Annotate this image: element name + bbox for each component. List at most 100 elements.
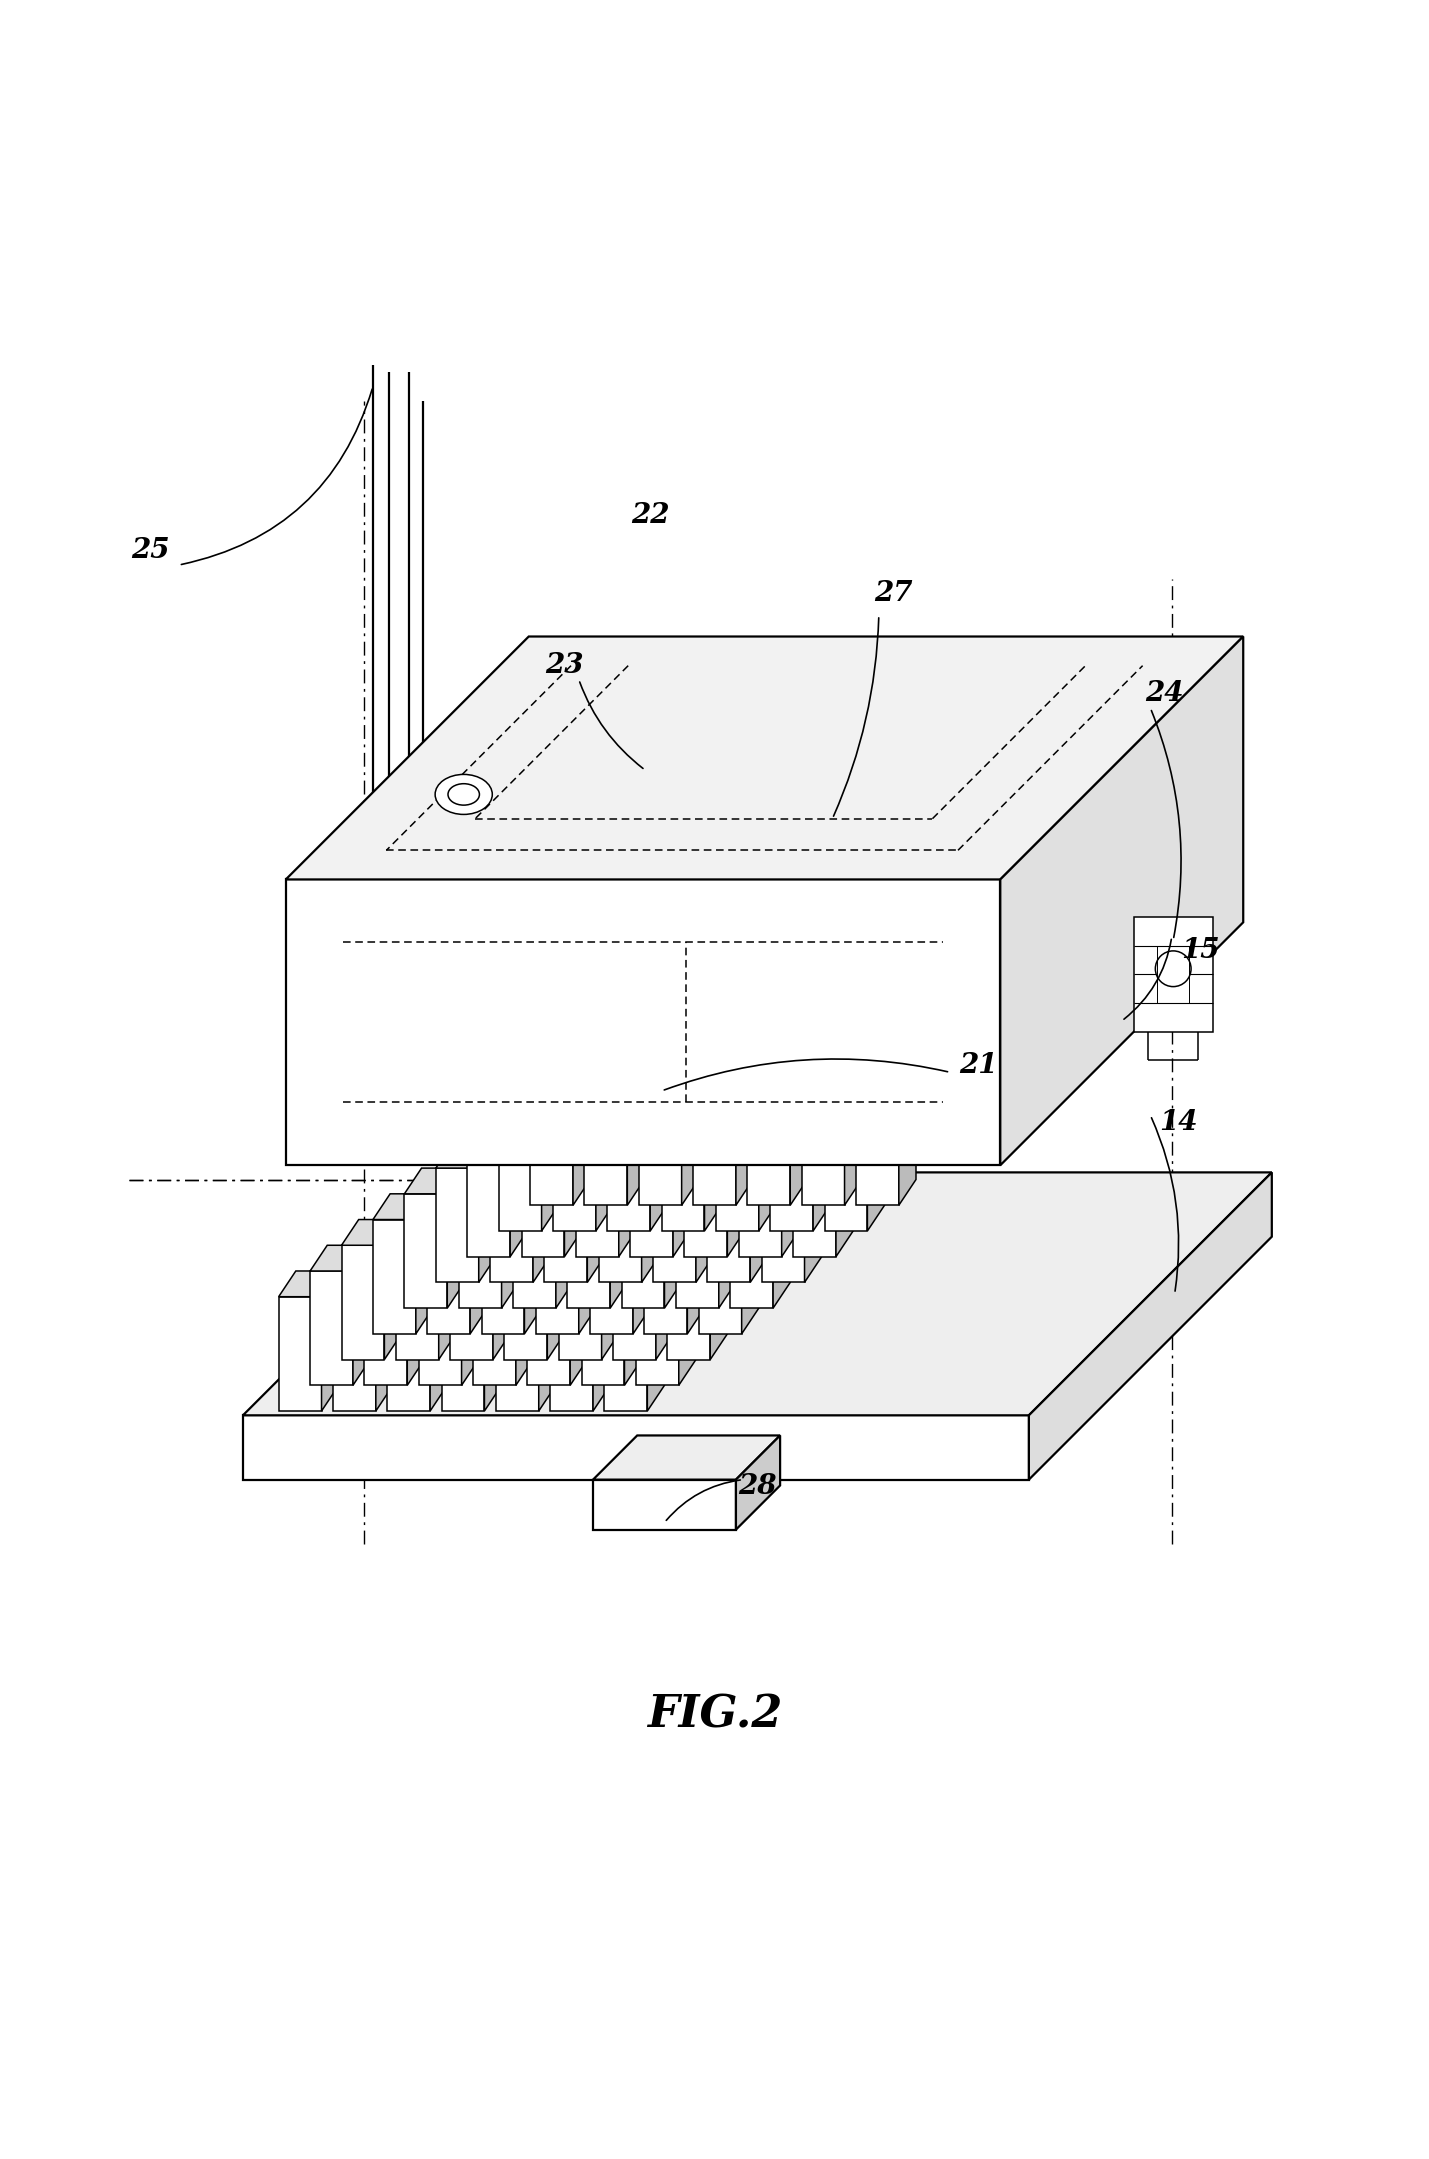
Polygon shape: [590, 1194, 650, 1220]
Polygon shape: [427, 1220, 470, 1334]
Polygon shape: [416, 1194, 433, 1334]
Polygon shape: [522, 1142, 564, 1257]
Polygon shape: [693, 1064, 753, 1090]
Polygon shape: [739, 1116, 799, 1142]
Polygon shape: [856, 1090, 899, 1205]
Polygon shape: [467, 1142, 510, 1257]
Polygon shape: [593, 1479, 736, 1529]
Polygon shape: [750, 1142, 767, 1282]
Polygon shape: [459, 1168, 519, 1194]
Polygon shape: [536, 1220, 579, 1334]
Polygon shape: [762, 1168, 805, 1282]
Polygon shape: [567, 1194, 610, 1308]
Polygon shape: [524, 1194, 542, 1334]
Polygon shape: [493, 1220, 510, 1360]
Text: 24: 24: [1146, 680, 1183, 708]
Polygon shape: [527, 1272, 570, 1386]
Polygon shape: [607, 1090, 667, 1116]
Polygon shape: [584, 1064, 644, 1090]
Polygon shape: [825, 1116, 867, 1231]
Polygon shape: [610, 1168, 627, 1308]
Polygon shape: [243, 1416, 1029, 1479]
Polygon shape: [716, 1090, 776, 1116]
Polygon shape: [693, 1090, 736, 1205]
Polygon shape: [899, 1064, 916, 1205]
Polygon shape: [556, 1168, 573, 1308]
Polygon shape: [644, 1194, 704, 1220]
Polygon shape: [473, 1272, 516, 1386]
Polygon shape: [773, 1168, 790, 1308]
Polygon shape: [622, 1168, 682, 1194]
Polygon shape: [530, 1064, 590, 1090]
Polygon shape: [793, 1116, 853, 1142]
Polygon shape: [667, 1220, 727, 1246]
Polygon shape: [482, 1220, 524, 1334]
Polygon shape: [770, 1090, 830, 1116]
Polygon shape: [653, 1142, 713, 1168]
Polygon shape: [636, 1272, 679, 1386]
Polygon shape: [499, 1090, 559, 1116]
Polygon shape: [553, 1116, 596, 1231]
Polygon shape: [559, 1220, 619, 1246]
Polygon shape: [707, 1142, 767, 1168]
Polygon shape: [407, 1246, 424, 1386]
Polygon shape: [436, 1168, 479, 1282]
Polygon shape: [496, 1272, 556, 1298]
Polygon shape: [564, 1116, 582, 1257]
Polygon shape: [736, 1436, 780, 1529]
Polygon shape: [333, 1272, 393, 1298]
Polygon shape: [662, 1116, 704, 1231]
Text: 14: 14: [1160, 1110, 1198, 1136]
Polygon shape: [699, 1220, 742, 1334]
Polygon shape: [719, 1168, 736, 1308]
Polygon shape: [522, 1116, 582, 1142]
Polygon shape: [845, 1064, 862, 1205]
Polygon shape: [782, 1116, 799, 1257]
Polygon shape: [599, 1142, 659, 1168]
Polygon shape: [342, 1246, 384, 1360]
Polygon shape: [613, 1220, 673, 1246]
Polygon shape: [856, 1064, 916, 1090]
Polygon shape: [373, 1194, 433, 1220]
Polygon shape: [1133, 918, 1212, 1032]
Polygon shape: [636, 1246, 696, 1272]
Polygon shape: [739, 1142, 782, 1257]
Polygon shape: [504, 1220, 564, 1246]
Polygon shape: [825, 1090, 885, 1116]
Polygon shape: [587, 1142, 604, 1282]
Text: 28: 28: [739, 1472, 776, 1501]
Polygon shape: [813, 1090, 830, 1231]
Polygon shape: [730, 1168, 790, 1194]
Polygon shape: [730, 1194, 773, 1308]
Polygon shape: [613, 1246, 656, 1360]
Polygon shape: [310, 1272, 353, 1386]
Polygon shape: [442, 1272, 502, 1298]
Polygon shape: [805, 1142, 822, 1282]
Polygon shape: [544, 1168, 587, 1282]
Polygon shape: [504, 1246, 547, 1360]
Polygon shape: [710, 1220, 727, 1360]
Polygon shape: [430, 1272, 447, 1412]
Text: 21: 21: [960, 1051, 997, 1080]
Polygon shape: [699, 1194, 759, 1220]
Polygon shape: [536, 1194, 596, 1220]
Polygon shape: [279, 1272, 339, 1298]
Polygon shape: [867, 1090, 885, 1231]
Polygon shape: [664, 1168, 682, 1308]
Polygon shape: [770, 1116, 813, 1231]
Polygon shape: [404, 1194, 447, 1308]
Polygon shape: [624, 1246, 642, 1386]
Polygon shape: [1000, 637, 1243, 1166]
Polygon shape: [802, 1064, 862, 1090]
Polygon shape: [286, 637, 1243, 879]
Polygon shape: [679, 1246, 696, 1386]
Polygon shape: [593, 1272, 610, 1412]
Polygon shape: [793, 1142, 836, 1257]
Polygon shape: [590, 1220, 633, 1334]
Polygon shape: [639, 1090, 682, 1205]
Polygon shape: [790, 1064, 807, 1205]
Text: 27: 27: [875, 581, 912, 607]
Polygon shape: [396, 1220, 456, 1246]
Polygon shape: [547, 1220, 564, 1360]
Ellipse shape: [1155, 950, 1190, 987]
